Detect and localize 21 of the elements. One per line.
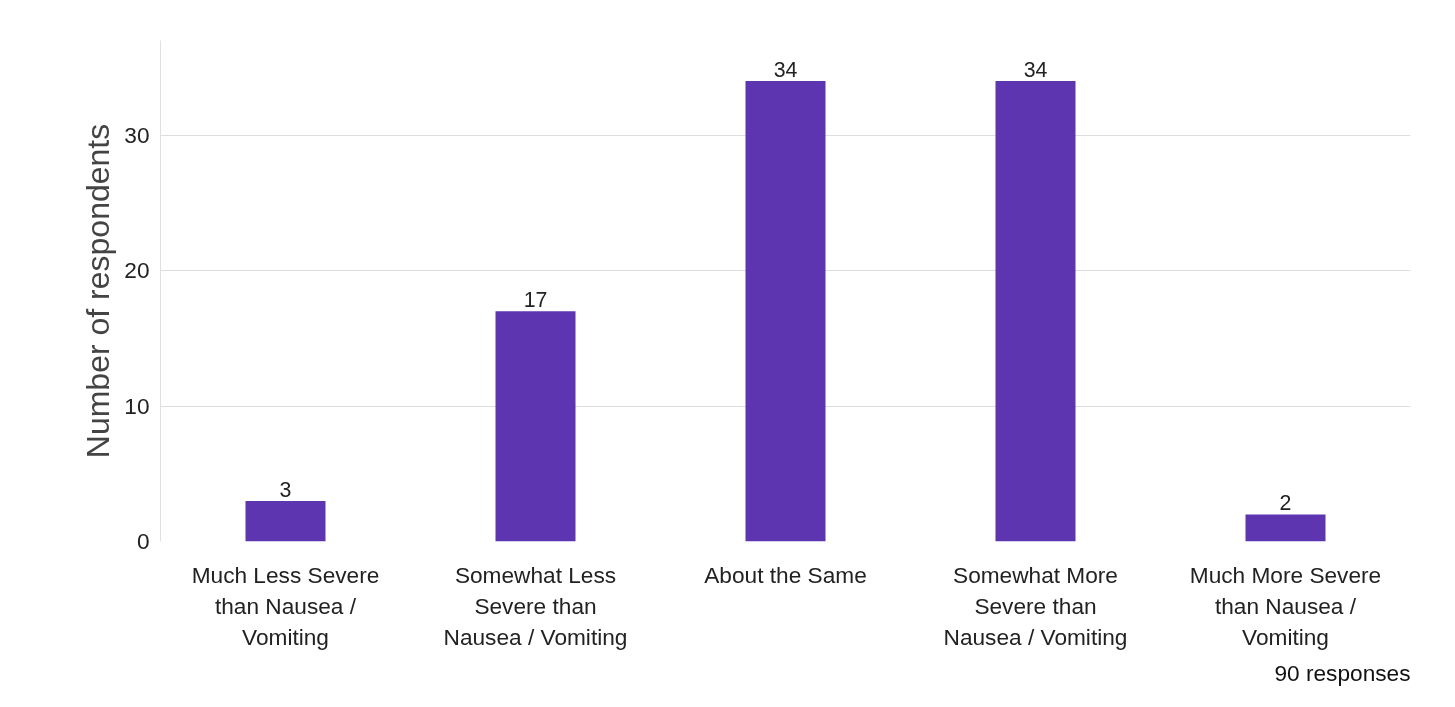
bar (745, 81, 826, 542)
y-tick-label: 0 (136, 528, 150, 554)
y-tick-label: 30 (124, 121, 150, 148)
x-tick-label: Much More Severe than Nausea / Vomiting (1189, 561, 1382, 650)
bar (495, 311, 576, 542)
y-tick-label: 10 (124, 392, 150, 419)
y-tick-label: 20 (124, 257, 150, 284)
data-label: 34 (1023, 58, 1048, 83)
x-tick-label: Somewhat More Severe than Nausea / Vomiting (943, 561, 1128, 650)
x-tick-label: Much Less Severe than Nausea / Vomiting (191, 561, 380, 650)
data-label: 2 (1279, 491, 1292, 516)
data-label: 34 (773, 58, 798, 83)
x-tick-label: Somewhat Less Severe than Nausea / Vomiting (443, 561, 628, 650)
bar (245, 500, 326, 542)
data-label: 17 (523, 288, 548, 313)
y-axis-title: Number of respondents (80, 123, 117, 459)
bar (1245, 514, 1326, 542)
x-tick-label: About the Same (704, 561, 867, 588)
data-label: 3 (279, 477, 292, 502)
text: 90 responses (1274, 659, 1411, 686)
bar (995, 81, 1076, 542)
